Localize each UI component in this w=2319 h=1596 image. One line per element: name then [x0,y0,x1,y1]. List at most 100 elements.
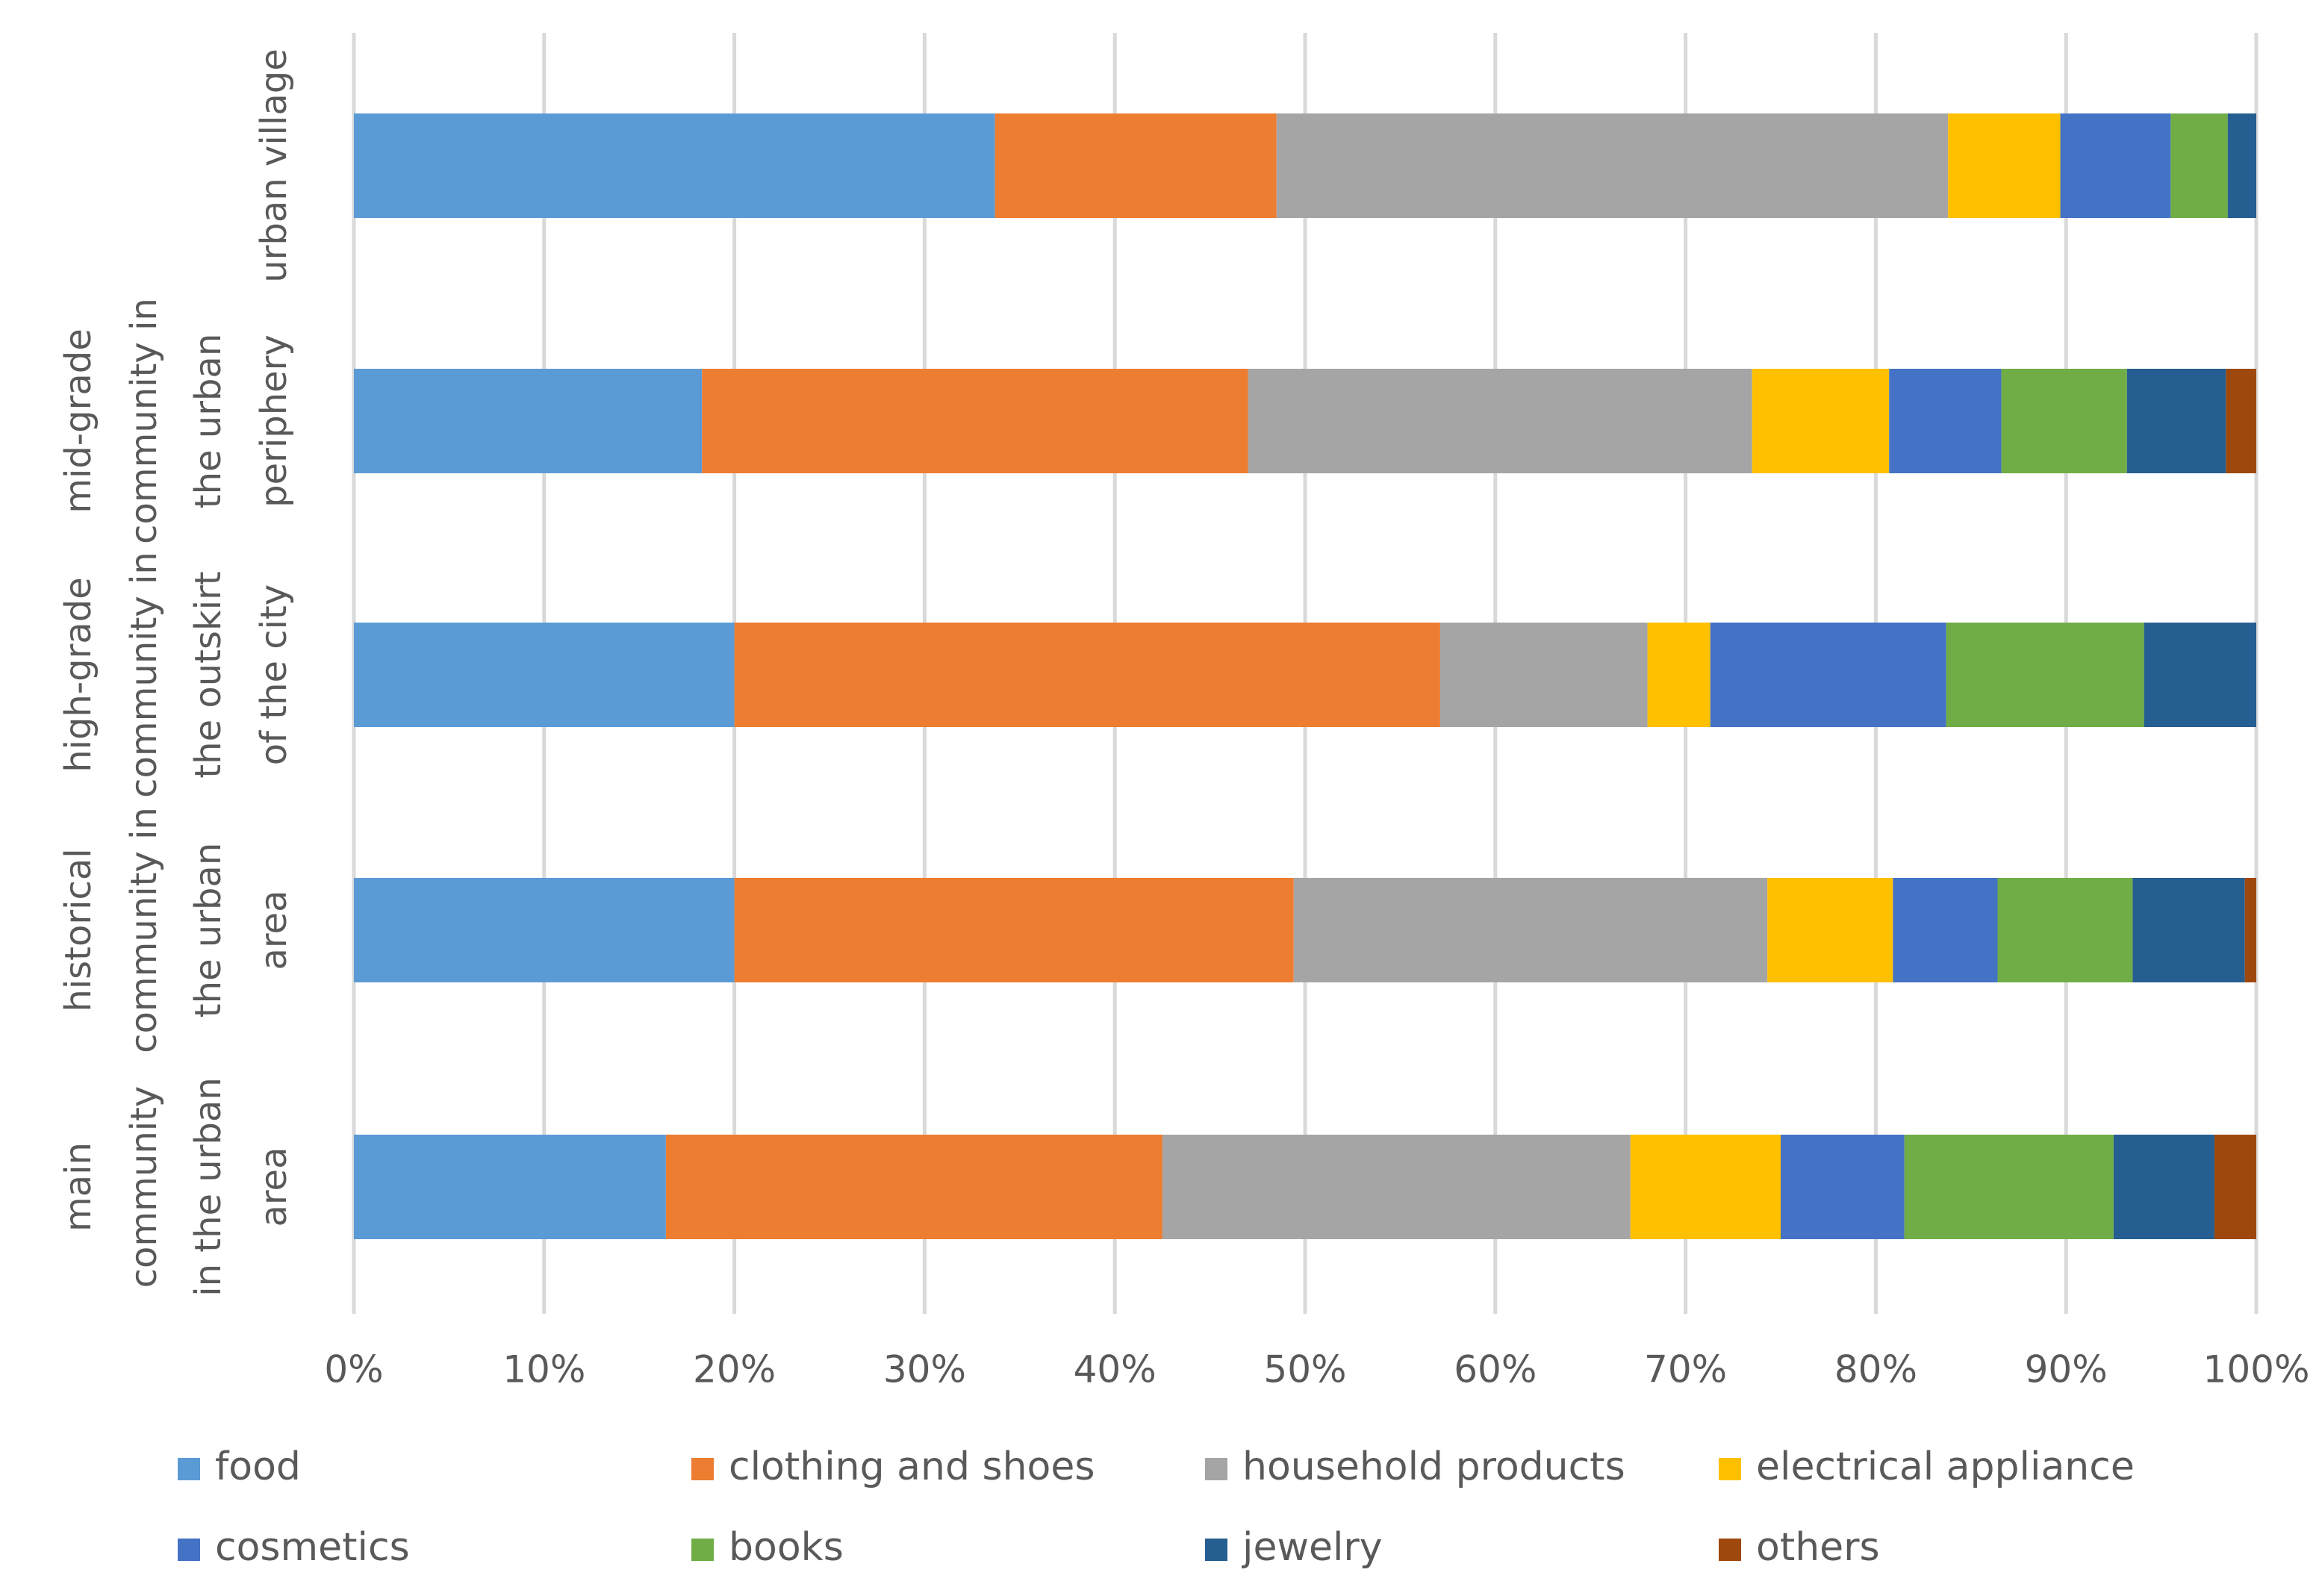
bar-segment-electrical-appliance [1948,113,2061,218]
legend-label: clothing and shoes [729,1444,1095,1489]
legend-swatch [1205,1458,1227,1480]
bar-group-urban-village [354,113,2256,218]
bar-segment-books [1946,623,2144,727]
category-label: the urban [187,843,229,1018]
bar-segment-food [354,623,735,727]
category-label: urban village [253,49,295,283]
bar-group-main [354,1135,2256,1239]
category-label: area [253,1147,295,1226]
bar-segment-food [354,113,995,218]
bar-segment-electrical-appliance [1767,878,1893,982]
bar-segment-cosmetics [1893,878,1998,982]
category-label: historical [57,848,99,1011]
bar-segment-cosmetics [1781,1135,1905,1239]
category-label: community [123,1086,165,1288]
bar-segment-books [2001,369,2127,473]
legend-swatch [178,1458,200,1480]
bar-segment-books [1904,1135,2114,1239]
bar-segment-clothing-and-shoes [734,878,1294,982]
x-tick-label: 70% [1644,1348,1727,1391]
bar-segment-jewelry [2132,878,2245,982]
legend: food clothing and shoes household products… [178,1444,2135,1570]
legend-swatch [1719,1539,1741,1561]
legend-label: jewelry [1242,1525,1383,1570]
legend-item-others: others [1719,1525,1880,1570]
x-tick-label: 60% [1454,1348,1537,1391]
bar-segment-cosmetics [1889,369,2002,473]
x-tick-label: 40% [1074,1348,1157,1391]
bar-segment-household-products [1293,878,1768,982]
legend-swatch [1205,1539,1227,1561]
category-label: periphery [253,334,295,508]
category-label: of the city [253,585,295,766]
legend-item-jewelry: jewelry [1205,1525,1383,1570]
legend-label: household products [1242,1444,1625,1489]
category-label: mid-grade [57,328,99,514]
legend-label: electrical appliance [1756,1444,2135,1489]
bar-segment-clothing-and-shoes [994,113,1277,218]
legend-item-electrical-appliance: electrical appliance [1719,1444,2135,1489]
x-tick-label: 30% [883,1348,966,1391]
bar-segment-food [354,878,735,982]
legend-swatch [178,1539,200,1561]
x-tick-label: 100% [2203,1348,2310,1391]
bar-segment-others [2214,1135,2256,1239]
bar-group-historical [354,878,2256,982]
bar-segment-others [2226,369,2256,473]
legend-item-household-products: household products [1205,1444,1625,1489]
bar-segment-jewelry [2113,1135,2214,1239]
bar-segment-household-products [1439,623,1648,727]
legend-label: cosmetics [215,1525,410,1570]
x-axis-ticks: 0% 10% 20% 30% 40% 50% 60% 70% 80% 90% 100% [324,1348,2309,1391]
x-tick-label: 80% [1834,1348,1917,1391]
bar-segment-clothing-and-shoes [665,1135,1162,1239]
legend-swatch [691,1458,714,1480]
legend-item-food: food [178,1444,301,1489]
bar-segment-jewelry [2126,369,2226,473]
bar-segment-jewelry [2227,113,2256,218]
bar-segment-books [2170,113,2228,218]
bars [354,113,2256,1239]
legend-item-cosmetics: cosmetics [178,1525,410,1570]
category-label: community in [123,552,165,798]
legend-label: books [729,1525,844,1570]
category-label: in the urban [187,1077,229,1297]
x-tick-label: 0% [324,1348,383,1391]
bar-segment-jewelry [2144,623,2256,727]
category-labels: urban village mid-grade community in the ur… [57,49,295,1297]
x-tick-label: 90% [2025,1348,2108,1391]
category-label: area [253,890,295,970]
bar-segment-books [1997,878,2133,982]
x-tick-label: 10% [502,1348,585,1391]
legend-swatch [1719,1458,1741,1480]
bar-segment-electrical-appliance [1647,623,1711,727]
legend-label: others [1756,1525,1880,1570]
legend-swatch [691,1539,714,1561]
x-tick-label: 50% [1263,1348,1346,1391]
x-tick-label: 20% [693,1348,776,1391]
bar-segment-electrical-appliance [1752,369,1890,473]
bar-segment-food [354,369,703,473]
bar-segment-others [2244,878,2256,982]
category-label: high-grade [57,577,99,773]
bar-segment-household-products [1162,1135,1631,1239]
legend-item-clothing-and-shoes: clothing and shoes [691,1444,1095,1489]
legend-label: food [215,1444,301,1489]
bar-segment-electrical-appliance [1630,1135,1781,1239]
category-label: the urban [187,334,229,509]
bar-segment-clothing-and-shoes [702,369,1248,473]
category-label: community in [123,807,165,1053]
bar-group-mid-grade [354,369,2256,473]
bar-segment-household-products [1276,113,1949,218]
legend-item-books: books [691,1525,844,1570]
bar-segment-cosmetics [2060,113,2171,218]
category-label: community in [123,298,165,544]
category-label: the outskirt [187,571,229,778]
bar-segment-food [354,1135,666,1239]
bar-segment-cosmetics [1710,623,1946,727]
category-label: main [57,1142,99,1232]
bar-segment-household-products [1248,369,1752,473]
bar-segment-clothing-and-shoes [734,623,1440,727]
